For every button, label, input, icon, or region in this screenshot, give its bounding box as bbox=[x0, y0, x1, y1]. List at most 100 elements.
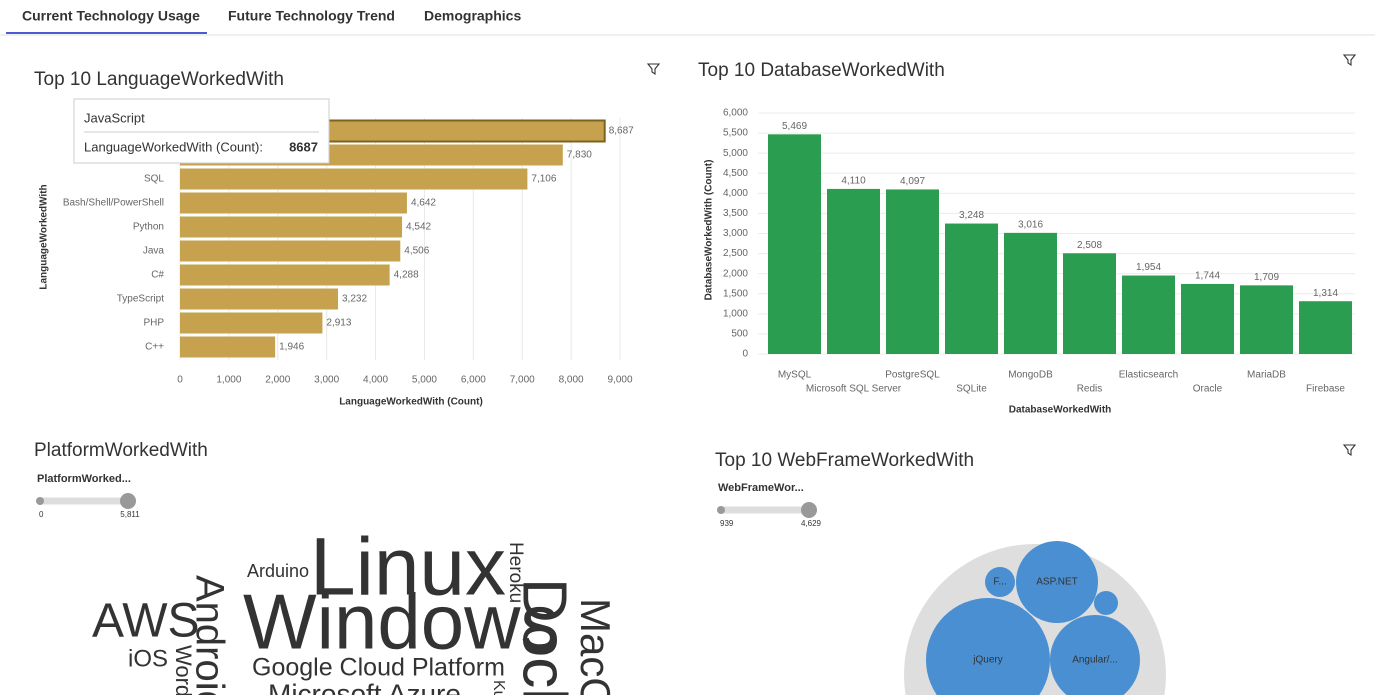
active-tab-indicator bbox=[6, 32, 207, 34]
x-tick-label: 4,000 bbox=[363, 375, 388, 386]
bar bbox=[1063, 253, 1116, 354]
category-label: SQL bbox=[144, 174, 164, 185]
word: Google Cloud Platform bbox=[252, 654, 505, 682]
value-label: 5,469 bbox=[782, 121, 807, 132]
value-label: 4,506 bbox=[404, 246, 429, 257]
y-tick-label: 2,500 bbox=[723, 248, 748, 259]
bar bbox=[1122, 275, 1175, 354]
y-tick-label: 500 bbox=[731, 329, 748, 340]
word: Android bbox=[187, 575, 231, 695]
x-tick-label: 8,000 bbox=[559, 375, 584, 386]
slider-min: 939 bbox=[720, 519, 734, 528]
y-tick-label: 0 bbox=[742, 349, 748, 360]
tab[interactable]: Demographics bbox=[424, 8, 521, 24]
bar bbox=[180, 168, 528, 190]
x-axis-label: LanguageWorkedWith (Count) bbox=[339, 397, 483, 408]
category-label: Elasticsearch bbox=[1119, 370, 1178, 381]
x-tick-label: 3,000 bbox=[314, 375, 339, 386]
tab[interactable]: Current Technology Usage bbox=[22, 8, 200, 24]
bar bbox=[180, 240, 401, 262]
chart-title: PlatformWorkedWith bbox=[34, 440, 208, 461]
bar bbox=[180, 288, 339, 310]
value-label: 1,709 bbox=[1254, 272, 1279, 283]
category-label: MariaDB bbox=[1247, 370, 1286, 381]
word: MacOS bbox=[572, 598, 619, 695]
y-tick-label: 6,000 bbox=[723, 108, 748, 119]
category-label: Bash/Shell/PowerShell bbox=[63, 198, 164, 209]
category-label: Microsoft SQL Server bbox=[806, 384, 902, 395]
slider-handle[interactable] bbox=[120, 493, 136, 509]
bar bbox=[180, 312, 323, 334]
y-tick-label: 5,500 bbox=[723, 128, 748, 139]
tab[interactable]: Future Technology Trend bbox=[228, 8, 395, 24]
value-label: 3,232 bbox=[342, 294, 367, 305]
bar bbox=[1004, 232, 1057, 354]
bubble bbox=[1016, 541, 1098, 623]
bubble-label: jQuery bbox=[972, 655, 1002, 666]
chart-title: Top 10 DatabaseWorkedWith bbox=[698, 60, 945, 81]
value-label: 2,913 bbox=[326, 318, 351, 329]
word: Docker bbox=[510, 578, 579, 695]
category-label: Oracle bbox=[1193, 384, 1223, 395]
word: AWS bbox=[92, 595, 200, 648]
value-label: 1,314 bbox=[1313, 288, 1338, 299]
filter-icon[interactable] bbox=[646, 63, 661, 76]
category-label: Python bbox=[133, 222, 164, 233]
chart-title: Top 10 WebFrameWorkedWith bbox=[715, 450, 974, 471]
filter-icon[interactable] bbox=[1342, 54, 1357, 67]
slider-handle[interactable] bbox=[801, 502, 817, 518]
category-label: SQLite bbox=[956, 384, 987, 395]
word: Arduino bbox=[247, 561, 309, 581]
bar bbox=[945, 223, 998, 354]
word: Kubernetes bbox=[490, 680, 507, 695]
value-label: 4,542 bbox=[406, 222, 431, 233]
tooltip bbox=[73, 98, 330, 164]
tooltip-title: JavaScript bbox=[84, 110, 145, 125]
value-label: 7,830 bbox=[567, 150, 592, 161]
bar bbox=[1181, 283, 1234, 354]
category-label: MySQL bbox=[778, 370, 812, 381]
bar bbox=[1299, 301, 1352, 354]
x-tick-label: 7,000 bbox=[510, 375, 535, 386]
category-label: C# bbox=[151, 270, 164, 281]
bar bbox=[768, 134, 821, 354]
y-axis-label: DatabaseWorkedWith (Count) bbox=[704, 160, 715, 301]
value-label: 1,946 bbox=[279, 342, 304, 353]
bar bbox=[827, 188, 880, 354]
y-tick-label: 4,000 bbox=[723, 188, 748, 199]
word: Linux bbox=[310, 522, 506, 613]
value-label: 1,954 bbox=[1136, 262, 1161, 273]
slider-min: 0 bbox=[39, 510, 44, 519]
category-label: PHP bbox=[143, 318, 164, 329]
value-label: 4,288 bbox=[394, 270, 419, 281]
x-tick-label: 0 bbox=[177, 375, 183, 386]
word: Windows bbox=[243, 578, 559, 666]
bar bbox=[180, 216, 403, 238]
bar bbox=[180, 264, 390, 286]
bubble bbox=[926, 598, 1050, 695]
y-tick-label: 1,000 bbox=[723, 308, 748, 319]
bubble-label: Angular/... bbox=[1072, 655, 1118, 666]
word: Heroku bbox=[505, 542, 526, 603]
value-label: 8,687 bbox=[609, 126, 634, 137]
bubble-label: F... bbox=[993, 577, 1006, 588]
x-tick-label: 2,000 bbox=[265, 375, 290, 386]
bubble bbox=[1050, 615, 1140, 695]
slider-label: PlatformWorked... bbox=[37, 473, 131, 485]
x-tick-label: 1,000 bbox=[216, 375, 241, 386]
y-tick-label: 1,500 bbox=[723, 288, 748, 299]
x-tick-label: 5,000 bbox=[412, 375, 437, 386]
tooltip-value: 8687 bbox=[289, 139, 318, 154]
slider-handle[interactable] bbox=[717, 506, 725, 514]
bar bbox=[1240, 285, 1293, 354]
slider-handle[interactable] bbox=[36, 497, 44, 505]
value-label: 1,744 bbox=[1195, 271, 1220, 282]
x-axis-label: DatabaseWorkedWith bbox=[1009, 405, 1112, 416]
bar bbox=[180, 336, 276, 358]
category-label: Java bbox=[143, 246, 165, 257]
filter-icon[interactable] bbox=[1342, 444, 1357, 457]
word: Microsoft Azure bbox=[268, 678, 461, 695]
